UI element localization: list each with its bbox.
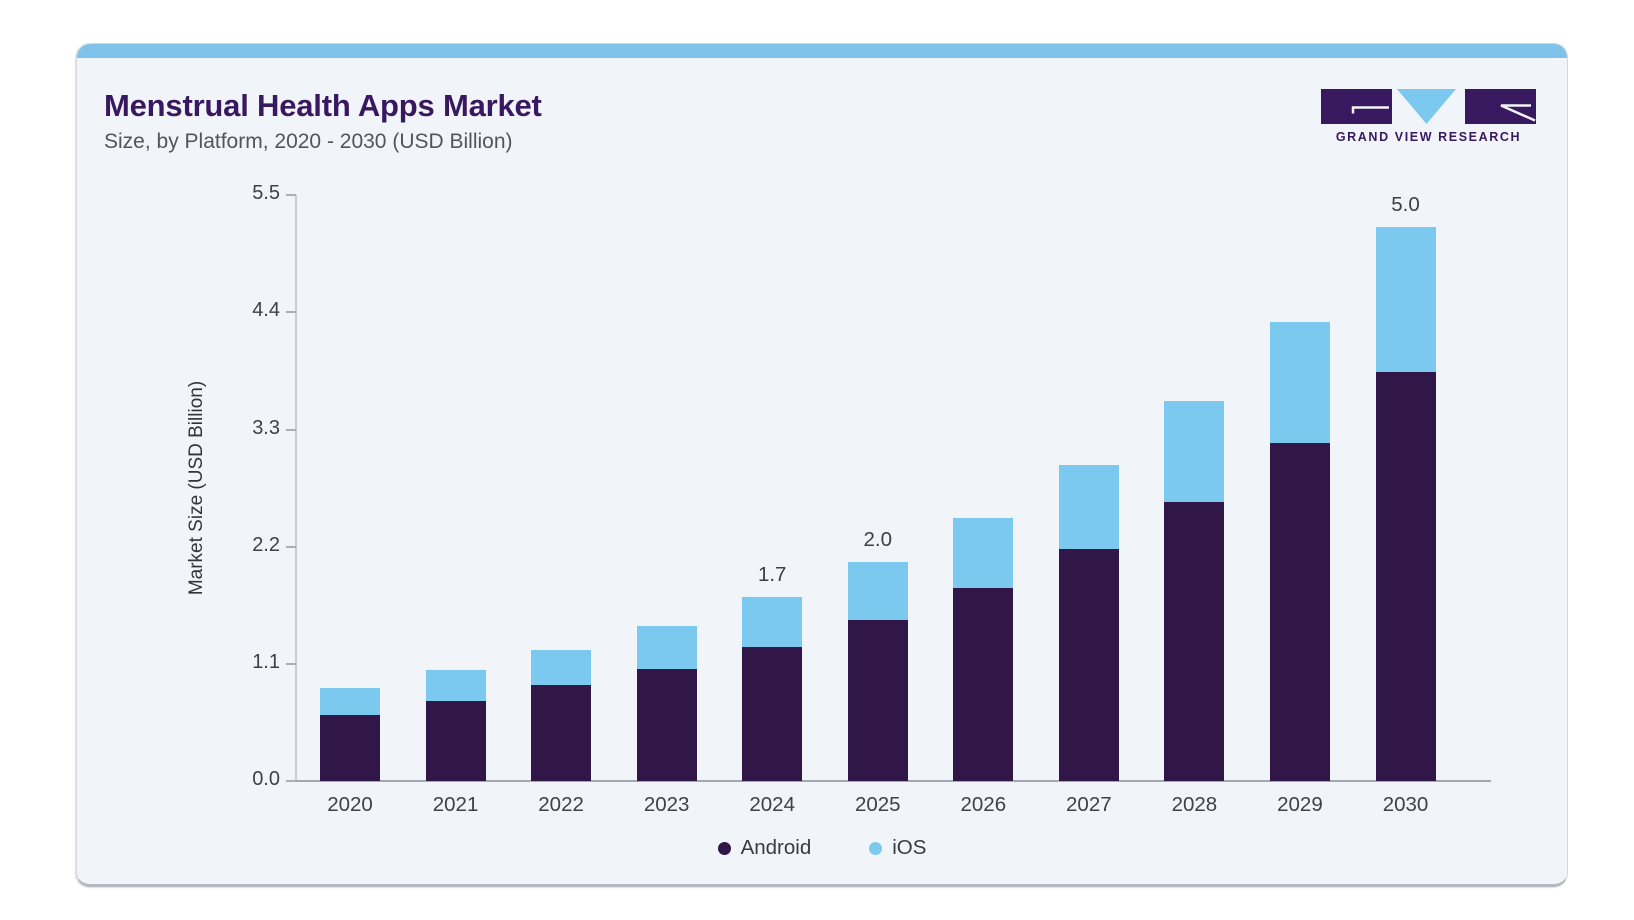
- legend-label-android: Android: [740, 836, 812, 859]
- bar-segment-ios-2021: [425, 670, 486, 702]
- stacked-bar-chart: 0.0 1.1 2.2 3.3 4.4 5.5 Market Size (USD Billi…: [77, 44, 1567, 884]
- y-axis-tick-label: 5.5: [252, 182, 280, 205]
- gvr-logo-icon: [1321, 89, 1536, 124]
- bar-segment-ios-2023: [636, 625, 697, 670]
- y-axis-tick: [286, 545, 296, 548]
- y-axis-tick: [286, 662, 296, 665]
- x-axis-label-2029: 2029: [1277, 793, 1323, 816]
- legend-item-ios: iOS: [869, 836, 926, 860]
- bar-segment-ios-2026: [953, 517, 1014, 589]
- bar-segment-ios-2025: [847, 561, 908, 621]
- bar-value-label-2025: 2.0: [863, 527, 893, 551]
- bar-segment-ios-2024: [742, 596, 803, 647]
- bar-segment-android-2027: [1058, 548, 1119, 781]
- bar-segment-android-2024: [742, 646, 803, 781]
- chart-legend: Android iOS: [77, 836, 1567, 860]
- legend-dot-ios-icon: [869, 841, 883, 855]
- y-axis-line: [295, 195, 297, 781]
- y-axis-tick-label: 1.1: [252, 650, 280, 673]
- bar-value-label-2024: 1.7: [757, 562, 787, 586]
- bar-segment-ios-2020: [320, 688, 380, 715]
- y-axis-title: Market Size (USD Billion): [186, 380, 207, 596]
- y-axis-tick: [286, 428, 296, 431]
- bar-segment-ios-2027: [1058, 464, 1119, 549]
- bar-segment-ios-2022: [531, 650, 592, 686]
- logo-g-mark: [1351, 106, 1389, 114]
- x-axis-label-2020: 2020: [327, 793, 373, 816]
- card-top-accent: [77, 44, 1567, 58]
- y-axis-tick-label: 2.2: [252, 533, 280, 556]
- logo-v-triangle: [1397, 89, 1456, 124]
- x-axis-label-2026: 2026: [960, 793, 1007, 816]
- y-axis-tick: [286, 194, 296, 197]
- logo-r-mark: [1500, 104, 1536, 122]
- logo-text: GRAND VIEW RESEARCH: [1335, 130, 1522, 144]
- y-axis-tick: [286, 780, 296, 782]
- bar-segment-android-2021: [425, 701, 486, 781]
- bar-segment-android-2020: [320, 714, 380, 781]
- legend-label-ios: iOS: [892, 836, 927, 859]
- grand-view-research-logo: GRAND VIEW RESEARCH: [1321, 89, 1536, 144]
- legend-dot-android-icon: [717, 841, 731, 855]
- x-axis-label-2022: 2022: [538, 793, 584, 816]
- x-axis-label-2027: 2027: [1066, 793, 1112, 816]
- bar-segment-android-2030: [1375, 372, 1436, 781]
- x-axis-label-2021: 2021: [432, 793, 479, 816]
- bar-segment-android-2026: [953, 588, 1014, 781]
- x-axis-label-2023: 2023: [643, 793, 690, 816]
- bar-segment-ios-2029: [1269, 321, 1330, 444]
- bar-segment-ios-2030: [1375, 227, 1436, 373]
- x-axis-label-2028: 2028: [1171, 793, 1218, 816]
- page-subtitle: Size, by Platform, 2020 - 2030 (USD Bill…: [104, 130, 513, 153]
- bar-value-label-2030: 5.0: [1391, 193, 1420, 217]
- bar-segment-android-2029: [1269, 443, 1330, 781]
- x-axis-label-2024: 2024: [749, 793, 795, 816]
- x-axis-label-2025: 2025: [854, 793, 901, 816]
- chart-card: Menstrual Health Apps Market Size, by Pl…: [76, 43, 1568, 887]
- bar-segment-ios-2028: [1164, 400, 1225, 502]
- page-title: Menstrual Health Apps Market: [104, 88, 542, 123]
- x-axis-label-2030: 2030: [1382, 793, 1429, 816]
- legend-item-android: Android: [717, 836, 812, 860]
- bar-segment-android-2028: [1164, 501, 1225, 781]
- y-axis-tick: [286, 311, 296, 314]
- bar-segment-android-2025: [847, 620, 908, 781]
- bar-segment-android-2023: [636, 669, 697, 781]
- y-axis-tick-label: 3.3: [252, 416, 280, 439]
- x-axis-line: [288, 780, 1491, 782]
- bar-segment-android-2022: [531, 685, 592, 781]
- y-axis-tick-label: 0.0: [252, 768, 280, 790]
- y-axis-tick-label: 4.4: [252, 299, 280, 322]
